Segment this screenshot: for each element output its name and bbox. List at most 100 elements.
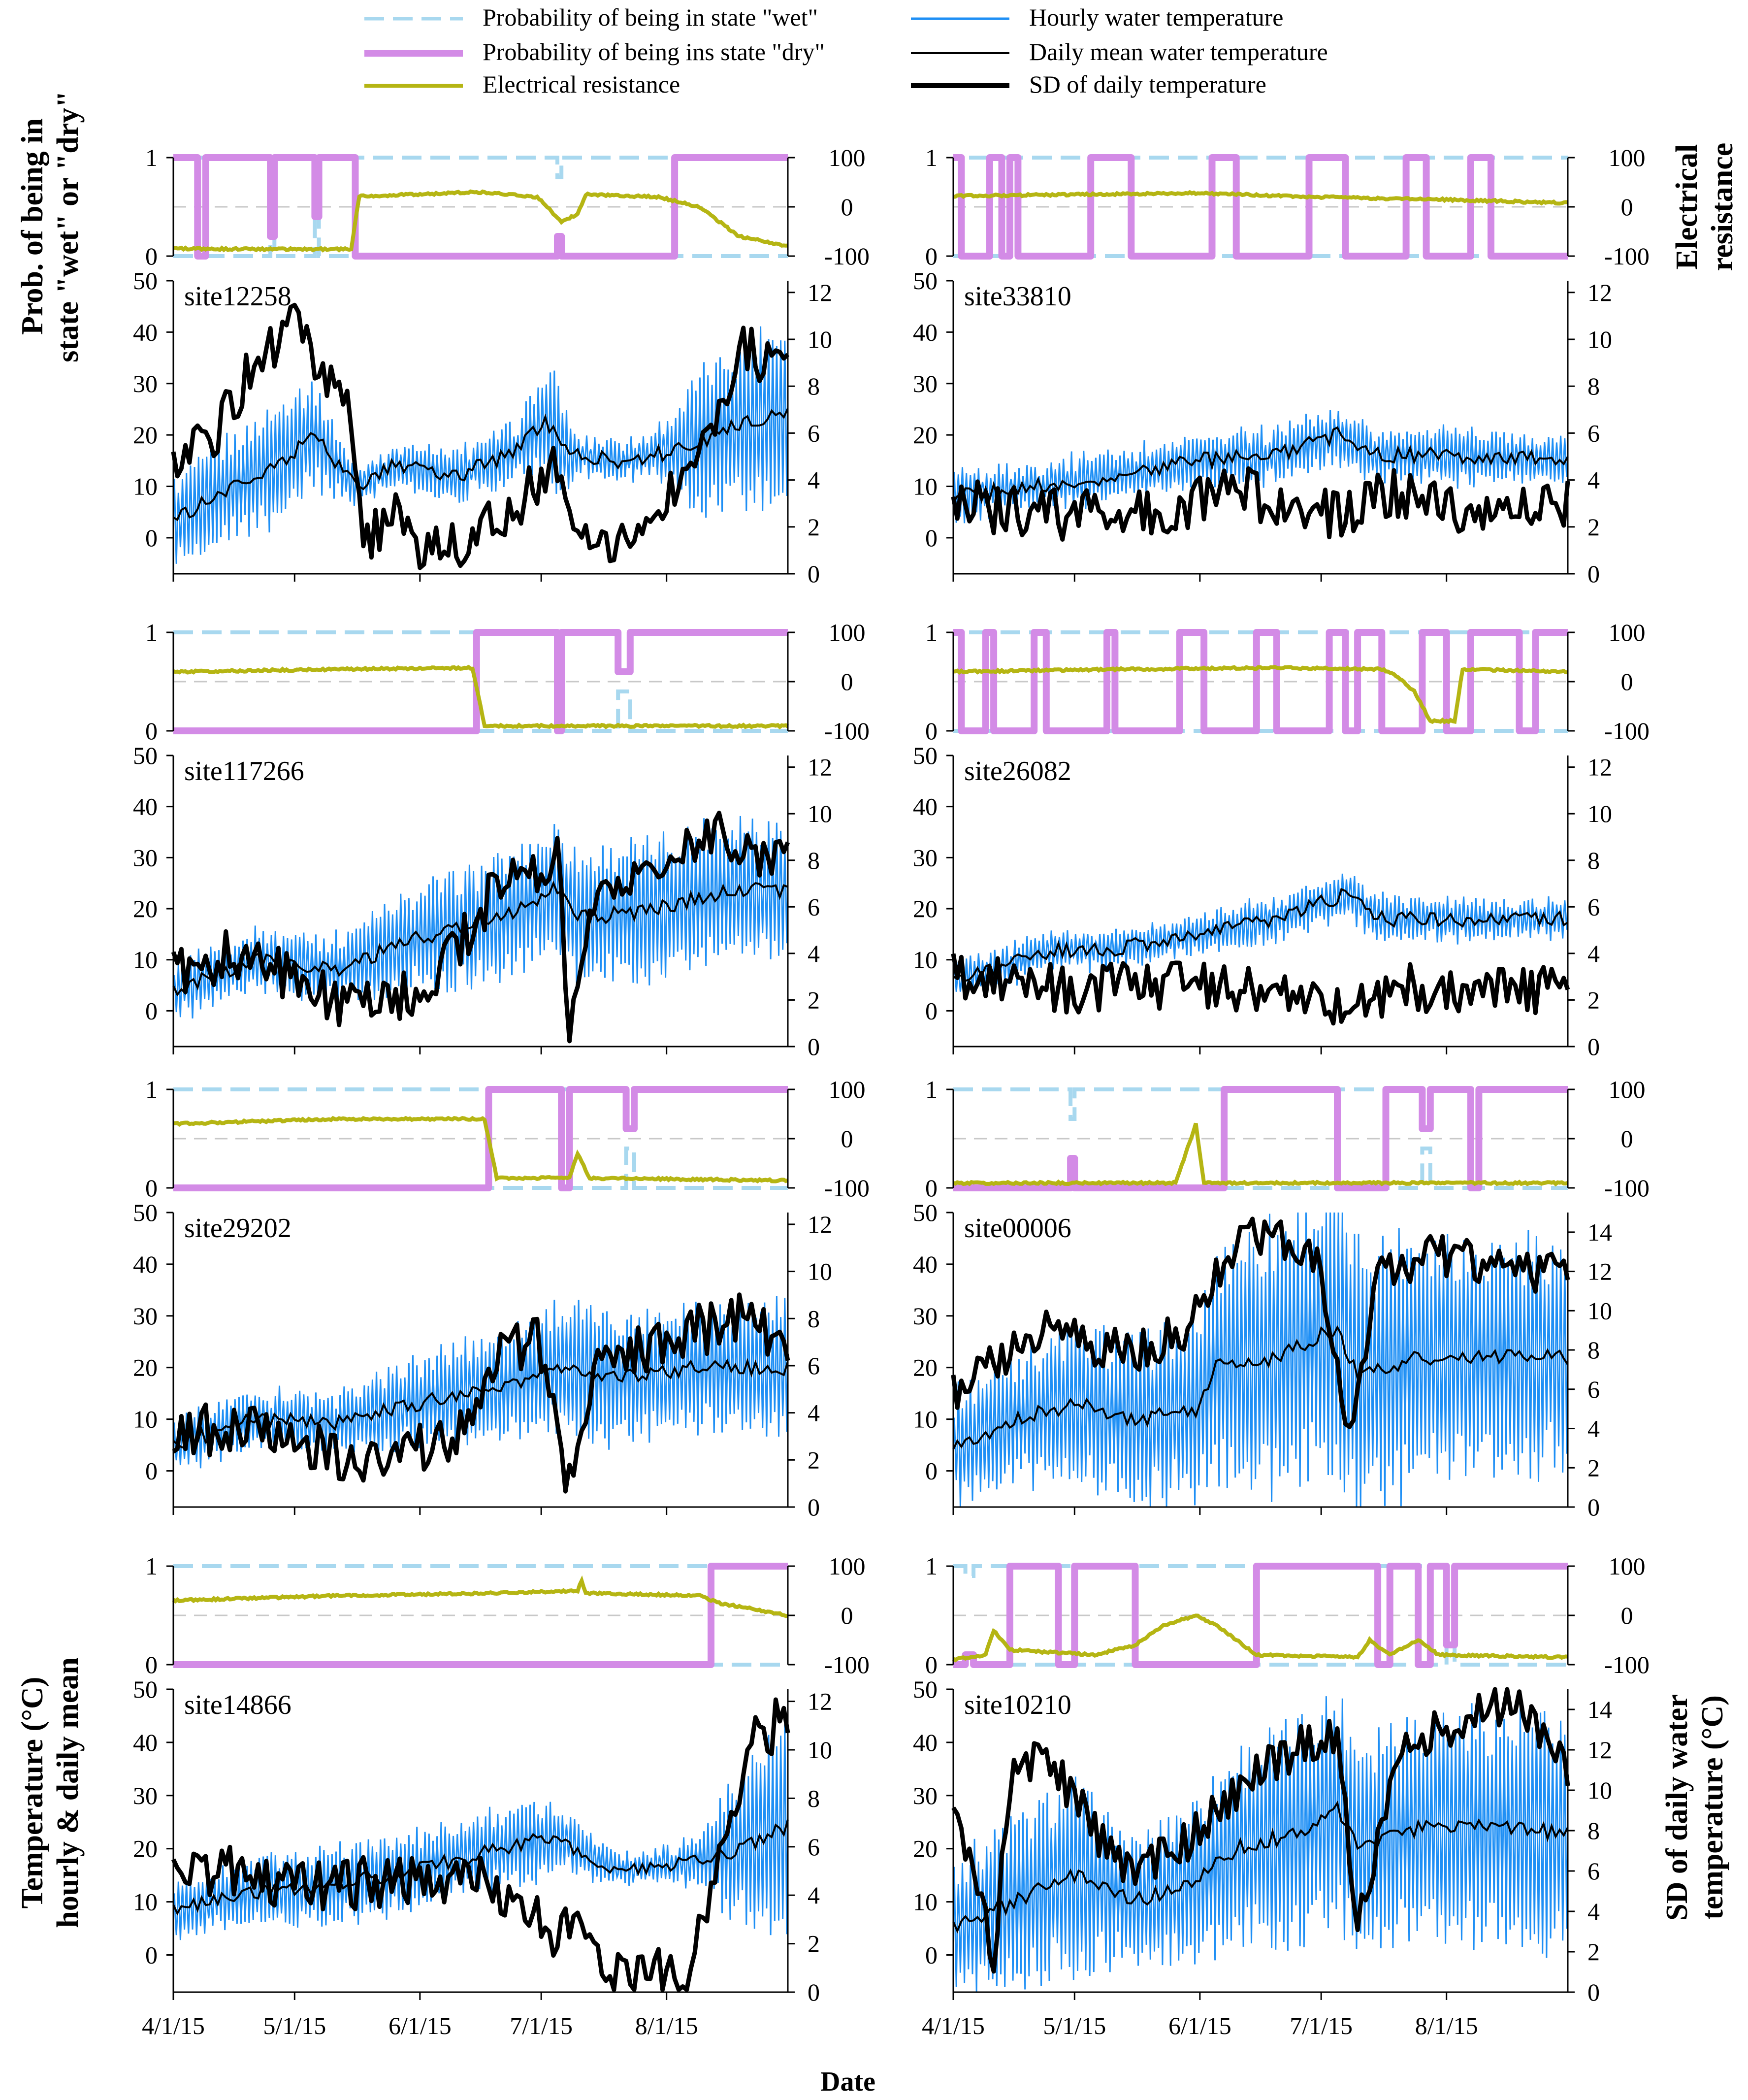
resistance-line [172,1575,788,1618]
temp-tick-label: 40 [913,1250,938,1278]
sd-tick-label: 2 [808,986,820,1014]
temp-axis-title: Temperature (°C) hourly & daily mean [16,1657,85,1928]
panel-site00006: 01-10001000102030405002468101214site0000… [913,1076,1650,1521]
temp-tick-label: 30 [913,370,938,397]
sd-axis-title-line: SD of daily water [1660,1694,1694,1921]
prob-axis-title-line: state "wet" or "dry" [51,91,85,362]
temp-tick-label: 0 [145,1457,158,1485]
sd-tick-label: 2 [1587,1938,1600,1966]
sd-tick-label: 0 [808,1033,820,1060]
temp-tick-label: 10 [133,1406,158,1433]
resistance-line [953,664,1568,724]
prob-tick-label: 1 [925,1076,938,1103]
x-tick-label: 7/1/15 [510,2012,573,2039]
sd-tick-label: 4 [1587,1415,1600,1443]
resistance-axis-title: Electrical resistance [1670,143,1739,271]
axis-titles: Prob. of being in state "wet" or "dry" Ele… [16,91,1739,2097]
resistance-tick-label: 100 [1609,144,1646,171]
daily-mean-line [172,1357,789,1449]
daily-mean-line [952,426,1569,504]
resistance-tick-label: 100 [1609,1076,1646,1103]
sd-tick-label: 2 [808,513,820,541]
sd-tick-label: 12 [808,1688,832,1715]
prob-tick-label: 0 [145,1651,158,1678]
site-label: site12258 [184,281,291,312]
x-tick-label: 5/1/15 [1043,2012,1106,2039]
sd-line [951,1216,1570,1429]
sd-tick-label: 6 [1587,893,1600,920]
prob-dry-line [953,629,1568,734]
sd-tick-label: 8 [808,1784,820,1812]
sd-tick-label: 8 [1587,1817,1600,1844]
resistance-axis-title-line: Electrical [1670,144,1704,270]
prob-tick-label: 0 [925,1651,938,1678]
sd-tick-label: 0 [808,560,820,588]
prob-tick-label: 1 [145,619,158,646]
temp-tick-label: 40 [133,1250,158,1278]
temp-axis-title-line: hourly & daily mean [51,1657,85,1928]
sd-tick-label: 12 [808,754,832,781]
resistance-tick-label: -100 [824,717,870,745]
temp-tick-label: 40 [133,1729,158,1756]
temp-tick-label: 40 [913,1729,938,1756]
temp-tick-label: 20 [913,895,938,922]
temp-tick-label: 30 [913,1782,938,1809]
site-label: site33810 [964,281,1071,312]
sd-tick-label: 0 [1587,1978,1600,2006]
sd-tick-label: 6 [1587,419,1600,447]
resistance-tick-label: 0 [1621,1125,1633,1152]
daily-mean-line [952,1325,1569,1450]
sd-tick-label: 8 [808,372,820,400]
temp-tick-label: 40 [913,318,938,346]
x-tick-label: 7/1/15 [1290,2012,1353,2039]
temp-tick-label: 50 [913,1675,938,1703]
sd-tick-label: 14 [1587,1218,1612,1246]
prob-dry-line [173,1086,788,1191]
prob-tick-label: 1 [145,1552,158,1580]
sd-tick-label: 10 [1587,800,1612,827]
sd-line [171,302,790,570]
prob-tick-label: 0 [925,242,938,270]
temp-axis-title-line: Temperature (°C) [16,1677,49,1909]
resistance-tick-label: 100 [1609,1552,1646,1580]
sd-axis-title-line: temperature (°C) [1696,1695,1729,1920]
x-axis-title: Date [820,2067,875,2097]
sd-tick-label: 10 [1587,326,1612,353]
hourly-temp-line [952,1212,1569,1508]
sd-tick-label: 4 [808,1881,820,1909]
sd-tick-label: 2 [1587,513,1600,541]
temp-tick-label: 20 [913,421,938,449]
hourly-temp-line [952,410,1569,524]
resistance-tick-label: 100 [829,1076,866,1103]
sd-tick-label: 10 [808,1258,832,1285]
sd-tick-label: 12 [1587,1258,1612,1285]
sd-tick-label: 4 [1587,466,1600,494]
prob-tick-label: 0 [145,242,158,270]
temp-tick-label: 50 [133,742,158,769]
resistance-tick-label: -100 [824,1651,870,1678]
resistance-tick-label: 0 [841,193,853,221]
temp-tick-label: 20 [133,1835,158,1863]
sd-tick-label: 4 [808,466,820,494]
sd-tick-label: 8 [808,1305,820,1332]
x-tick-label: 5/1/15 [263,2012,326,2039]
resistance-tick-label: -100 [824,1174,870,1202]
sd-tick-label: 2 [1587,986,1600,1014]
sd-line [951,466,1570,542]
resistance-tick-label: 0 [841,668,853,695]
resistance-tick-label: -100 [1604,1651,1650,1678]
sd-tick-label: 12 [1587,279,1612,306]
resistance-tick-label: 100 [829,1552,866,1580]
resistance-tick-label: 0 [1621,193,1633,221]
hourly-temp-line [172,326,789,564]
site-label: site29202 [184,1213,291,1244]
prob-dry-line [953,154,1568,260]
temp-tick-label: 10 [133,1888,158,1916]
x-tick-label: 8/1/15 [1415,2012,1478,2039]
hourly-temp-line [952,1696,1569,1993]
temp-tick-label: 50 [913,1199,938,1226]
resistance-tick-label: -100 [1604,1174,1650,1202]
site-label: site00006 [964,1213,1071,1244]
